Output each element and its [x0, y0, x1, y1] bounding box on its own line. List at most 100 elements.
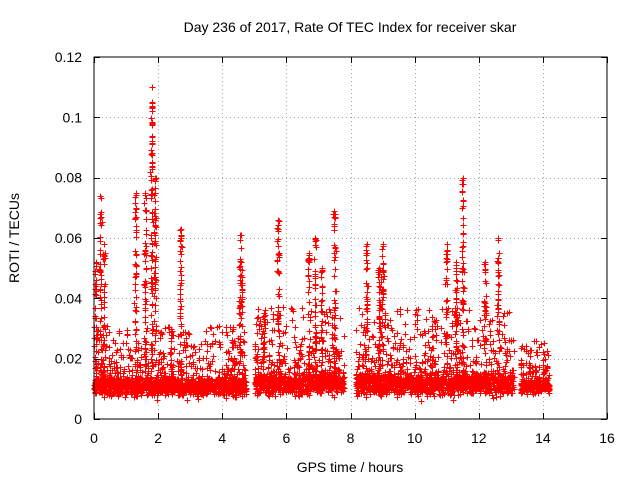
data-point [176, 350, 183, 357]
data-point [132, 307, 139, 314]
data-point [443, 259, 450, 266]
data-point [453, 296, 460, 303]
data-point [147, 374, 154, 381]
data-point [97, 318, 104, 325]
data-point [143, 208, 150, 215]
data-point [496, 250, 503, 257]
data-point [162, 386, 169, 393]
x-tick-label: 6 [282, 430, 290, 446]
data-point [101, 386, 108, 393]
data-point [332, 304, 339, 311]
y-tick-label: 0.06 [55, 230, 82, 246]
data-point [444, 266, 451, 273]
data-point [236, 322, 243, 329]
data-point [275, 243, 282, 250]
data-point [495, 331, 502, 338]
data-point [460, 343, 467, 350]
data-point [186, 387, 193, 394]
data-point [394, 330, 401, 337]
data-point [132, 281, 139, 288]
data-point [459, 254, 466, 261]
x-tick-label: 2 [154, 430, 162, 446]
data-point [115, 392, 122, 399]
data-point [109, 352, 116, 359]
data-point [322, 319, 329, 326]
data-point [460, 230, 467, 237]
data-point [190, 376, 197, 383]
data-point [460, 307, 467, 314]
data-point [148, 286, 155, 293]
data-point [444, 297, 451, 304]
data-point [241, 329, 248, 336]
y-axis-label: ROTI / TECUs [6, 193, 22, 283]
data-point [149, 253, 156, 260]
data-point [216, 389, 223, 396]
data-point [142, 289, 149, 296]
data-point [487, 341, 494, 348]
x-tick-label: 14 [535, 430, 551, 446]
data-point [319, 338, 326, 345]
data-point [235, 366, 242, 373]
data-point [292, 324, 299, 331]
data-point [152, 308, 159, 315]
data-point [148, 390, 155, 397]
data-point [312, 313, 319, 320]
data-point [142, 301, 149, 308]
data-point [148, 151, 155, 158]
data-point [101, 241, 108, 248]
data-point [177, 238, 184, 245]
y-tick-label: 0 [74, 411, 82, 427]
data-point [418, 398, 425, 405]
data-point [148, 312, 155, 319]
data-point [363, 257, 370, 264]
data-point [196, 374, 203, 381]
data-point [177, 258, 184, 265]
data-point [143, 377, 150, 384]
data-point [467, 362, 474, 369]
data-point [443, 298, 450, 305]
data-point [318, 308, 325, 315]
data-point [472, 326, 479, 333]
x-tick-label: 0 [90, 430, 98, 446]
data-point [114, 389, 121, 396]
data-point [441, 350, 448, 357]
data-point [541, 340, 548, 347]
data-point [178, 226, 185, 233]
data-point [453, 355, 460, 362]
data-point [289, 317, 296, 324]
data-point [425, 339, 432, 346]
grid-lines [94, 57, 607, 419]
data-point [204, 348, 211, 355]
data-point [132, 287, 139, 294]
data-point [482, 350, 489, 357]
data-point [162, 325, 169, 332]
data-point [276, 286, 283, 293]
data-point [142, 314, 149, 321]
data-point [230, 393, 237, 400]
data-point [180, 385, 187, 392]
data-point [132, 215, 139, 222]
data-point [331, 273, 338, 280]
data-point [98, 305, 105, 312]
data-point [312, 282, 319, 289]
data-point [452, 331, 459, 338]
data-point [204, 386, 211, 393]
data-point [332, 254, 339, 261]
data-point [276, 352, 283, 359]
data-point [168, 350, 175, 357]
data-point [305, 266, 312, 273]
data-point [98, 315, 105, 322]
data-point [276, 343, 283, 350]
data-point [194, 388, 201, 395]
data-point [331, 257, 338, 264]
data-point [215, 374, 222, 381]
data-point [177, 310, 184, 317]
data-point [466, 307, 473, 314]
data-point [178, 303, 185, 310]
data-point [165, 391, 172, 398]
data-point [460, 197, 467, 204]
data-point [495, 296, 502, 303]
data-point [133, 252, 140, 259]
x-tick-labels: 0 2 4 6 8 10 12 14 16 [90, 430, 615, 446]
data-point [178, 243, 185, 250]
